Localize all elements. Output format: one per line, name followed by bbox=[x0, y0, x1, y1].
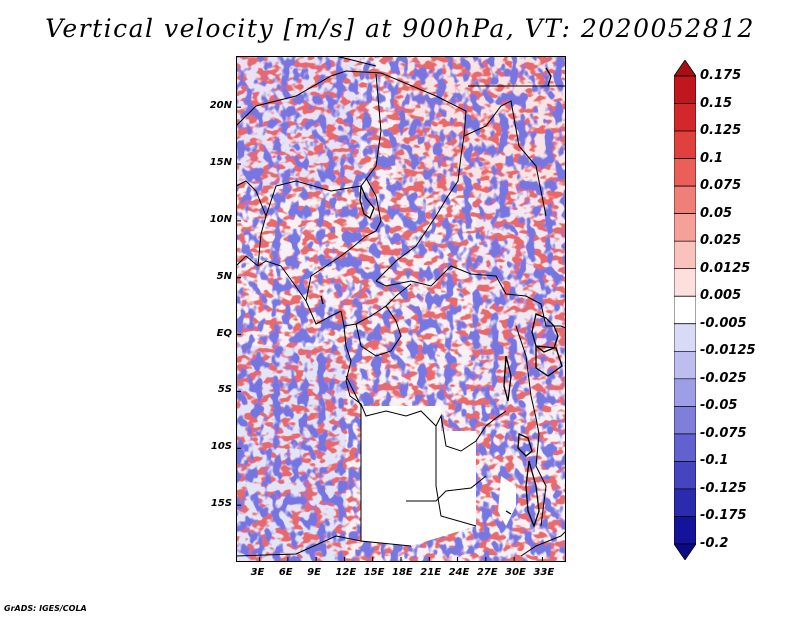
lon-label: 21E bbox=[420, 567, 442, 578]
colorbar-box bbox=[674, 516, 696, 545]
colorbar-box bbox=[674, 75, 696, 104]
lon-label: 33E bbox=[533, 567, 555, 578]
colorbar-label: 0.1 bbox=[700, 150, 724, 166]
lon-label: 27E bbox=[476, 567, 498, 578]
colorbar-box bbox=[674, 543, 696, 560]
colorbar-box bbox=[674, 406, 696, 435]
grads-credit: GrADS: IGES/COLA bbox=[4, 604, 87, 613]
colorbar-box bbox=[674, 60, 696, 77]
lat-label: 15N bbox=[209, 157, 232, 169]
colorbar-box bbox=[674, 213, 696, 242]
colorbar-label: -0.025 bbox=[700, 370, 747, 386]
colorbar-label: -0.175 bbox=[700, 508, 747, 524]
colorbar-label: -0.0125 bbox=[700, 343, 756, 359]
colorbar-label: 0.075 bbox=[700, 178, 742, 194]
lat-label: 5N bbox=[216, 270, 232, 282]
colorbar-box bbox=[674, 268, 696, 297]
lon-label: 12E bbox=[335, 567, 357, 578]
colorbar-label: -0.2 bbox=[700, 536, 729, 551]
lon-label: 15E bbox=[363, 567, 385, 578]
lon-label: 30E bbox=[505, 567, 526, 578]
colorbar-box bbox=[674, 378, 696, 407]
lon-label: 9E bbox=[307, 567, 321, 578]
colorbar-label: 0.025 bbox=[700, 233, 742, 249]
lon-label: 6E bbox=[278, 567, 293, 578]
lat-label: 10N bbox=[209, 213, 232, 225]
colorbar-label: -0.075 bbox=[700, 425, 747, 441]
colorbar-label: 0.15 bbox=[700, 95, 733, 111]
lon-label: 24E bbox=[448, 567, 470, 578]
colorbar-box bbox=[674, 103, 696, 132]
colorbar-label: 0.175 bbox=[700, 68, 742, 83]
lat-label: 5S bbox=[217, 384, 232, 396]
colorbar-label: 0.0125 bbox=[700, 260, 751, 276]
colorbar-box bbox=[674, 240, 696, 270]
colorbar-label: 0.005 bbox=[700, 288, 742, 304]
country-borders bbox=[236, 56, 566, 557]
lat-label: 15S bbox=[210, 498, 232, 510]
axis-ticks bbox=[236, 106, 543, 562]
colorbar-box bbox=[674, 488, 696, 517]
blank-region-angola-zambia bbox=[361, 406, 516, 546]
lon-label: 18E bbox=[392, 567, 413, 578]
colorbar-box bbox=[674, 433, 696, 462]
map-title: Vertical velocity [m/s] at 900hPa, VT: 2… bbox=[45, 14, 755, 43]
colorbar-box bbox=[674, 185, 696, 214]
colorbar-label: 0.125 bbox=[700, 123, 742, 139]
lon-label: 3E bbox=[250, 567, 265, 578]
vertical-velocity-map bbox=[236, 56, 566, 562]
colorbar-box bbox=[674, 461, 696, 490]
lat-label: 10S bbox=[210, 441, 232, 453]
colorbar-box bbox=[674, 295, 696, 325]
lat-label: 20N bbox=[209, 100, 232, 112]
colorbar-box bbox=[674, 158, 696, 187]
lat-label: EQ bbox=[216, 327, 232, 339]
lakes-and-coasts bbox=[320, 67, 563, 528]
colorbar-label: 0.05 bbox=[700, 205, 733, 221]
colorbar-box bbox=[674, 323, 696, 352]
colorbar-label: -0.05 bbox=[700, 398, 738, 414]
colorbar-box bbox=[674, 130, 696, 159]
colorbar-label: -0.005 bbox=[700, 315, 747, 331]
colorbar bbox=[674, 60, 696, 560]
colorbar-box bbox=[674, 350, 696, 380]
colorbar-label: -0.125 bbox=[700, 480, 747, 496]
colorbar-label: -0.1 bbox=[700, 453, 729, 469]
